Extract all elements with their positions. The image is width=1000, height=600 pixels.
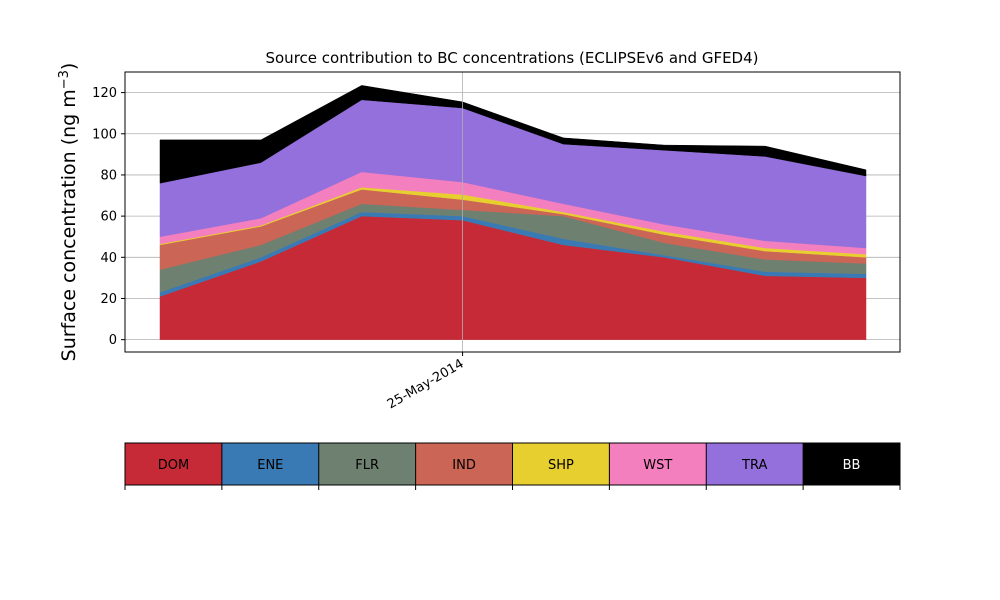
- y-tick-label: 80: [100, 168, 117, 183]
- legend-label-bb: BB: [843, 458, 861, 473]
- legend-swatch-dom: [125, 443, 222, 485]
- y-tick-label: 20: [100, 292, 117, 307]
- legend-swatch-flr: [318, 443, 416, 485]
- legend-label-shp: SHP: [548, 458, 574, 473]
- legend-swatch-shp: [512, 443, 610, 485]
- x-tick-label: 25-May-2014: [385, 356, 467, 412]
- legend-swatch-ene: [221, 443, 319, 485]
- legend-label-wst: WST: [643, 458, 672, 473]
- legend-label-ene: ENE: [257, 458, 283, 473]
- legend-label-dom: DOM: [158, 458, 189, 473]
- legend-swatch-tra: [706, 443, 804, 485]
- y-tick-label: 0: [109, 333, 117, 348]
- legend-swatch-wst: [609, 443, 707, 485]
- legend-label-flr: FLR: [355, 458, 379, 473]
- y-tick-label: 100: [92, 127, 117, 142]
- chart-title: Source contribution to BC concentrations…: [265, 49, 758, 67]
- y-axis-ticks: 0 20 40 60 80 100 120: [92, 86, 125, 348]
- legend-label-tra: TRA: [741, 458, 767, 473]
- legend-label-ind: IND: [452, 458, 476, 473]
- legend-swatch-bb: [803, 443, 900, 485]
- x-axis-ticks: 25-May-2014: [385, 352, 467, 412]
- y-axis-label: Surface concentration (ng m−3): [57, 63, 80, 362]
- y-tick-label: 120: [92, 86, 117, 101]
- area-bb: [159, 85, 867, 184]
- plot-frame: [124, 71, 901, 353]
- stacked-areas: [159, 85, 867, 340]
- legend-swatch-ind: [415, 443, 513, 485]
- y-tick-label: 60: [100, 210, 117, 225]
- legend: DOM ENE FLR IND SHP WST TRA BB: [124, 442, 901, 490]
- y-tick-label: 40: [100, 251, 117, 266]
